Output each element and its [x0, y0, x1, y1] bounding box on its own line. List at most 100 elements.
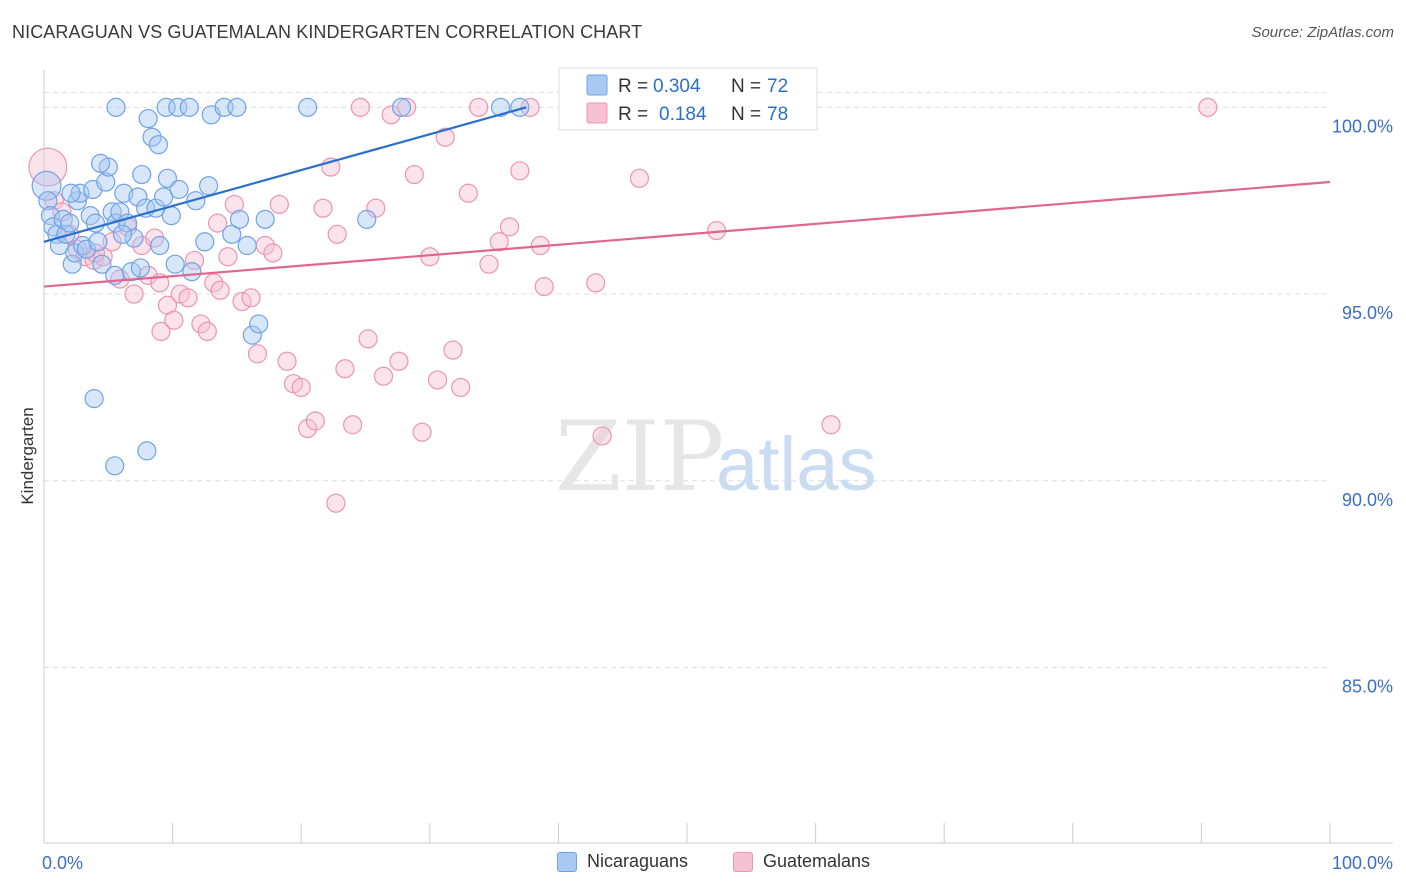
nicaraguan-point [106, 97, 126, 117]
nicaraguan-point [169, 179, 189, 200]
nicaraguan-point [130, 258, 151, 278]
guatemalan-point [197, 321, 217, 342]
source-label: Source: ZipAtlas.com [1251, 24, 1394, 41]
nicaraguan-point [105, 456, 125, 476]
watermark-zip: ZIP [555, 401, 724, 513]
guatemalan-point [397, 97, 417, 117]
x-tick-label: 0.0% [42, 853, 83, 873]
nicaraguan-point [84, 389, 104, 409]
guatemalan-point [305, 411, 325, 431]
guatemalan-point [269, 194, 289, 215]
nicaraguan-point [229, 209, 250, 229]
nicaraguan-point [490, 97, 511, 117]
guatemalan-point [151, 321, 171, 342]
nicaraguan-point [195, 232, 215, 252]
guatemalan-point [592, 426, 612, 446]
guatemalan-point [210, 280, 230, 300]
guatemalan-point [313, 198, 333, 218]
legend-item-nicaraguans[interactable]: Nicaraguans [557, 851, 688, 872]
guatemalan-point [443, 340, 463, 360]
nicaraguan-point [222, 224, 242, 244]
guatemalan-point [52, 202, 72, 222]
legend-n-label: N = [731, 104, 761, 125]
nicaraguan-point [62, 254, 82, 274]
nicaraguan-point [114, 183, 134, 203]
guatemalan-point [191, 314, 211, 334]
legend-swatch-nicaraguans [557, 851, 577, 872]
guatemalan-point [373, 366, 394, 386]
nicaraguan-point [168, 97, 188, 117]
guatemalan-point [277, 351, 297, 371]
nicaraguan-point [157, 168, 178, 188]
guatemalan-point [343, 415, 363, 435]
nicaraguan-point [132, 164, 152, 185]
guatemalan-point [298, 418, 318, 439]
nicaraguan-point [148, 135, 169, 155]
nicaraguan-point [88, 232, 108, 252]
legend-r-value: 0.304 [653, 76, 701, 97]
nicaraguan-point [124, 228, 144, 248]
guatemalan-point [327, 224, 347, 244]
nicaraguan-point [128, 187, 148, 207]
nicaraguan-point [112, 224, 133, 244]
nicaraguan-point [237, 235, 257, 256]
legend-swatch-guatemalans [586, 102, 608, 124]
guatemalan-point [335, 359, 355, 379]
guatemalan-point [499, 217, 520, 237]
guatemalan-point [469, 97, 489, 117]
nicaraguan-point [153, 187, 174, 207]
data-points [28, 97, 1218, 513]
watermark: ZIP atlas [555, 401, 877, 513]
x-tick-label: 100.0% [1332, 853, 1393, 873]
watermark-atlas: atlas [716, 422, 877, 507]
guatemalan-point [184, 250, 205, 271]
guatemalan-point [102, 232, 122, 252]
nicaraguan-point [150, 235, 170, 256]
guatemalan-point [241, 288, 261, 308]
trend-lines [43, 106, 1331, 288]
nicaraguan-point [298, 97, 318, 117]
nicaraguan-point [90, 153, 111, 173]
legend-r-value: 0.184 [659, 104, 707, 125]
y-tick-label: 100.0% [1332, 116, 1393, 136]
nicaraguan-point [179, 97, 199, 117]
guatemalan-point [326, 493, 346, 513]
axes [43, 70, 1393, 844]
series-legend: Nicaraguans Guatemalans [0, 851, 1406, 877]
legend-n-value: 78 [767, 104, 788, 125]
correlation-legend: R = 0.304 N = 72 R = 0.184 N = 78 [558, 67, 818, 131]
guatemalan-point [124, 284, 144, 304]
guatemalan-point [404, 164, 424, 185]
legend-swatch-guatemalans [733, 851, 753, 872]
guatemalan-point [458, 183, 478, 203]
nicaraguan-point [142, 127, 162, 147]
nicaraguan-point [72, 235, 93, 256]
guatemalan-trend-line [43, 180, 1331, 288]
guatemalan-point [350, 97, 370, 117]
guatemalan-point [389, 351, 409, 371]
nicaraguan-point [102, 202, 122, 222]
guatemalan-point [479, 254, 499, 274]
nicaraguan-point [165, 254, 185, 274]
guatemalan-point [412, 422, 432, 442]
guatemalan-point [247, 344, 268, 364]
guatemalan-point [821, 415, 841, 435]
nicaraguan-point [357, 209, 377, 229]
guatemalan-point [291, 377, 311, 398]
guatemalan-point [534, 276, 554, 297]
guatemalan-point [381, 105, 401, 125]
nicaraguan-point [182, 262, 202, 282]
nicaraguan-point [227, 97, 247, 117]
y-tick-label: 85.0% [1342, 676, 1393, 696]
y-tick-label: 90.0% [1342, 490, 1393, 510]
tick-labels: 85.0% 90.0% 95.0% 100.0% 0.0% 100.0% [42, 116, 1393, 873]
legend-swatch-nicaraguans [586, 74, 608, 96]
guatemalan-point [178, 288, 198, 308]
guatemalan-point [489, 232, 509, 252]
nicaraguan-point [137, 441, 157, 461]
guatemalan-point [164, 310, 184, 330]
nicaraguan-point [186, 191, 206, 211]
legend-item-guatemalans[interactable]: Guatemalans [733, 851, 870, 872]
nicaraguan-point [31, 170, 62, 201]
nicaraguan-point [138, 108, 158, 129]
